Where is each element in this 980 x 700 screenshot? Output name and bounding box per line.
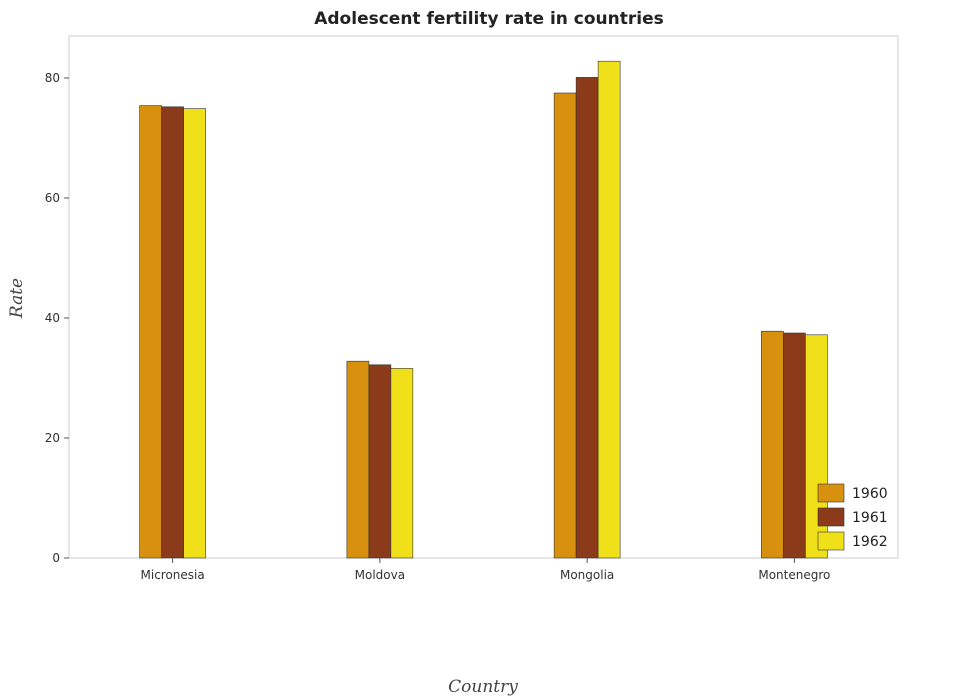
legend-swatch-1962 bbox=[817, 531, 845, 551]
bar-montenegro-1960 bbox=[761, 330, 784, 559]
bar-moldova-1961 bbox=[368, 364, 392, 559]
y-tick-label: 80 bbox=[45, 71, 60, 85]
bar-mongolia-1962 bbox=[597, 60, 621, 559]
y-tick-label: 60 bbox=[45, 191, 60, 205]
x-tick-label: Moldova bbox=[355, 568, 405, 582]
x-tick-label: Montenegro bbox=[758, 568, 830, 582]
bar-mongolia-1961 bbox=[575, 77, 599, 559]
bar-mongolia-1960 bbox=[553, 92, 577, 559]
legend-label-1962: 1962 bbox=[852, 534, 888, 550]
y-tick-label: 0 bbox=[52, 551, 60, 565]
plot-area bbox=[68, 35, 899, 559]
legend-swatch-1960 bbox=[817, 483, 845, 503]
legend: 1960 1961 1962 bbox=[817, 483, 888, 551]
y-tick-label: 40 bbox=[45, 311, 60, 325]
legend-label-1960: 1960 bbox=[852, 486, 888, 502]
bar-moldova-1962 bbox=[390, 368, 414, 559]
y-axis-label: Rate bbox=[7, 278, 27, 319]
x-axis-ticks: Micronesia Moldova Mongolia Montenegro bbox=[141, 558, 830, 582]
bar-micronesia-1962 bbox=[183, 108, 206, 559]
legend-label-1961: 1961 bbox=[852, 510, 888, 526]
y-tick-label: 20 bbox=[45, 431, 60, 445]
x-tick-label: Micronesia bbox=[141, 568, 205, 582]
bar-micronesia-1960 bbox=[139, 105, 162, 559]
y-axis-ticks: 0 20 40 60 80 bbox=[45, 71, 69, 565]
bar-montenegro-1961 bbox=[783, 332, 806, 559]
x-tick-label: Mongolia bbox=[560, 568, 614, 582]
x-axis-label: Country bbox=[448, 677, 518, 697]
bar-micronesia-1961 bbox=[161, 106, 184, 559]
legend-swatch-1961 bbox=[817, 507, 845, 527]
chart-title: Adolescent fertility rate in countries bbox=[314, 9, 664, 29]
bar-moldova-1960 bbox=[346, 360, 370, 559]
